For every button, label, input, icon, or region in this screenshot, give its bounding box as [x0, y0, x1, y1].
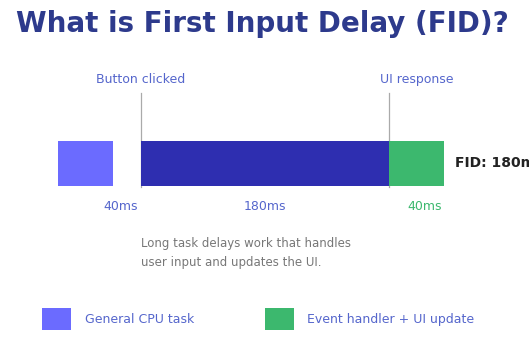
Text: FID: 180ms: FID: 180ms	[455, 157, 529, 170]
Text: What is First Input Delay (FID)?: What is First Input Delay (FID)?	[16, 10, 508, 38]
Text: 40ms: 40ms	[104, 200, 138, 213]
Bar	[264, 308, 294, 330]
Bar	[389, 141, 444, 186]
Text: Long task delays work that handles
user input and updates the UI.: Long task delays work that handles user …	[141, 237, 351, 269]
Text: UI response: UI response	[380, 73, 453, 86]
Text: Event handler + UI update: Event handler + UI update	[307, 313, 474, 325]
Text: Button clicked: Button clicked	[96, 73, 186, 86]
Text: 180ms: 180ms	[244, 200, 286, 213]
Bar	[42, 308, 71, 330]
Bar	[141, 141, 389, 186]
Text: General CPU task: General CPU task	[85, 313, 194, 325]
Bar	[58, 141, 113, 186]
Text: 40ms: 40ms	[407, 200, 442, 213]
